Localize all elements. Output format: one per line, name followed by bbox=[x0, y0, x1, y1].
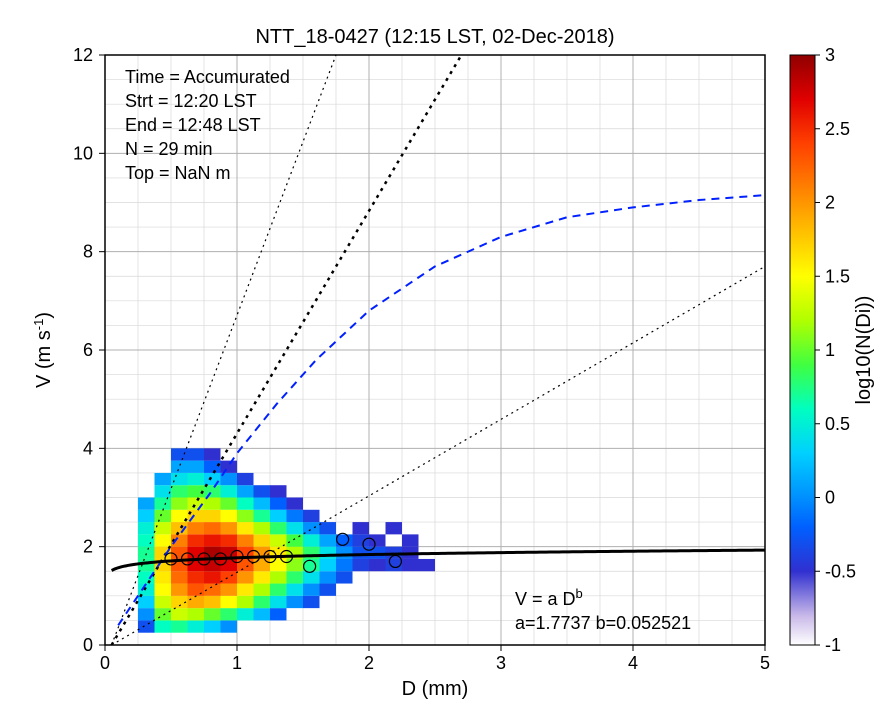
xtick-label: 0 bbox=[100, 653, 110, 673]
annot-end: End = 12:48 LST bbox=[125, 115, 261, 135]
cbar-tick-label: 2 bbox=[825, 193, 835, 213]
chart-svg: 012345024681012D (mm)V (m s-1)NTT_18-042… bbox=[0, 0, 875, 723]
ytick-label: 10 bbox=[73, 143, 93, 163]
ytick-label: 2 bbox=[83, 537, 93, 557]
cbar-tick-label: 3 bbox=[825, 45, 835, 65]
cbar-tick-label: 0 bbox=[825, 488, 835, 508]
chart-title: NTT_18-0427 (12:15 LST, 02-Dec-2018) bbox=[255, 26, 614, 48]
annot-n: N = 29 min bbox=[125, 139, 213, 159]
xtick-label: 4 bbox=[628, 653, 638, 673]
ytick-label: 0 bbox=[83, 635, 93, 655]
cbar-tick-label: 0.5 bbox=[825, 414, 850, 434]
cbar-tick-label: 2.5 bbox=[825, 119, 850, 139]
cbar-tick-label: -1 bbox=[825, 635, 841, 655]
xtick-label: 2 bbox=[364, 653, 374, 673]
annot-ab: a=1.7737 b=0.052521 bbox=[515, 613, 691, 633]
xtick-label: 5 bbox=[760, 653, 770, 673]
chart-container: { "title": "NTT_18-0427 (12:15 LST, 02-D… bbox=[0, 0, 875, 723]
xtick-label: 1 bbox=[232, 653, 242, 673]
cbar-tick-label: -0.5 bbox=[825, 561, 856, 581]
annot-equation: V = a Db bbox=[515, 586, 583, 610]
cbar-tick-label: 1.5 bbox=[825, 266, 850, 286]
cbar-tick-label: 1 bbox=[825, 340, 835, 360]
ytick-label: 4 bbox=[83, 438, 93, 458]
ytick-label: 8 bbox=[83, 242, 93, 262]
annot-strt: Strt = 12:20 LST bbox=[125, 91, 257, 111]
ytick-label: 12 bbox=[73, 45, 93, 65]
y-axis-label: V (m s-1) bbox=[31, 312, 56, 388]
annot-time: Time = Accumurated bbox=[125, 67, 290, 87]
xtick-label: 3 bbox=[496, 653, 506, 673]
colorbar bbox=[790, 55, 815, 645]
ytick-label: 6 bbox=[83, 340, 93, 360]
annot-top: Top = NaN m bbox=[125, 163, 231, 183]
colorbar-label: log10(N(Di)) bbox=[853, 296, 875, 405]
x-axis-label: D (mm) bbox=[402, 678, 469, 700]
